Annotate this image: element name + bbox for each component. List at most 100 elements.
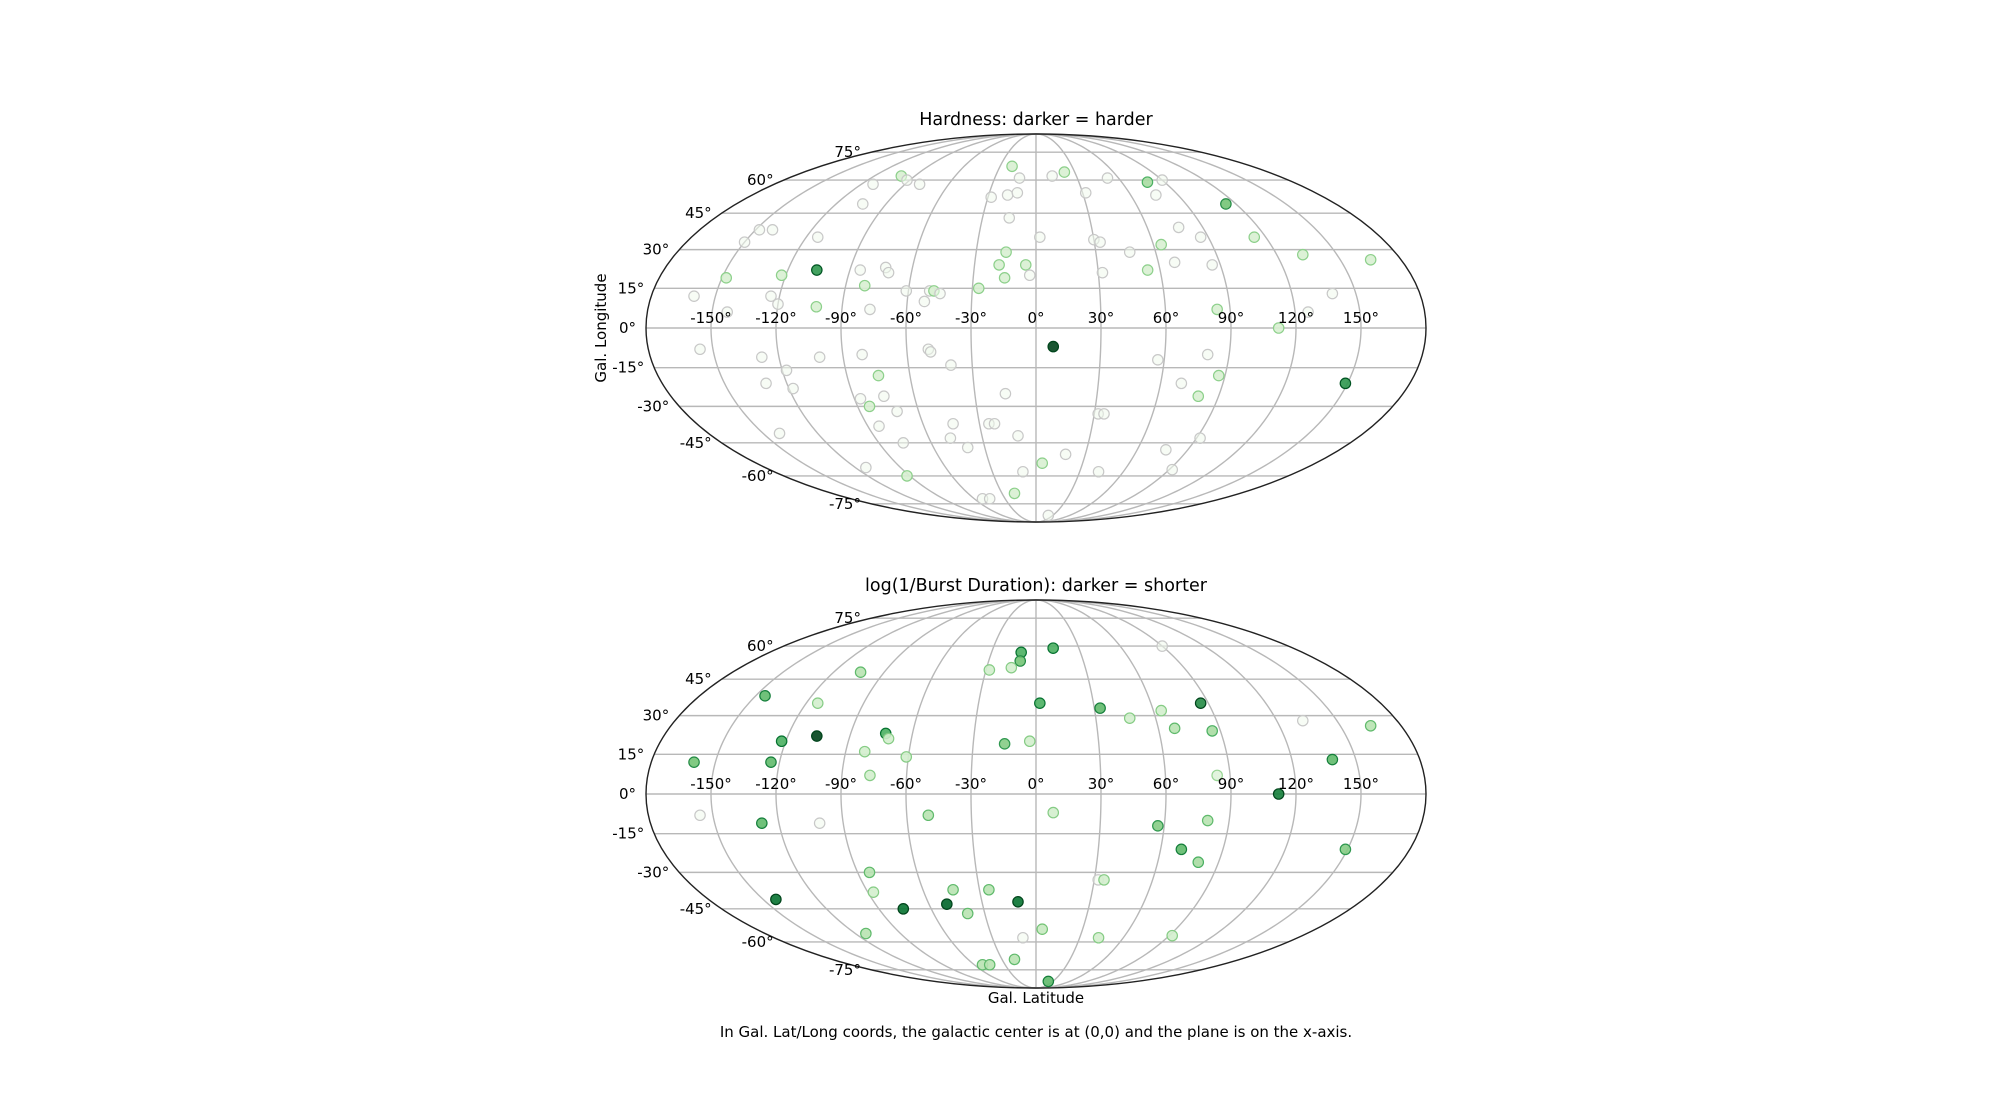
data-point [1339,843,1352,856]
x-tick-label: 30° [1088,309,1115,327]
hardness-chart-title: Hardness: darker = harder [919,110,1153,130]
meridian-line [710,599,1037,989]
data-point [1046,170,1058,182]
data-point [1211,769,1223,782]
data-point [1220,198,1232,210]
data-point [1013,172,1026,184]
data-point [941,898,953,910]
data-point [934,287,946,300]
y-tick-label: 75° [834,143,861,161]
y-tick-label: 0° [619,319,636,337]
duration-chart-title: log(1/Burst Duration): darker = shorter [865,576,1208,596]
data-point [897,903,910,915]
data-point [1166,929,1179,942]
data-point [983,883,995,896]
data-point [988,417,1001,430]
data-point [945,359,957,371]
data-point [1172,221,1185,234]
x-tick-label: -30° [955,309,987,327]
y-tick-label: -45° [680,900,712,918]
y-tick-labels: -75° -60° -45° -30° -15° 0° 15° 30° 45° 60° 75° [612,143,861,513]
data-point [1194,697,1207,709]
meridian-line [1035,599,1167,989]
data-point [810,300,823,313]
data-point [983,492,996,505]
data-point [897,437,910,449]
data-point [1094,236,1106,248]
data-point [1123,246,1136,258]
data-point [891,405,903,418]
data-point [1036,457,1049,469]
data-point [756,351,768,363]
data-point [1364,253,1377,266]
data-point [858,745,871,758]
data-point [775,735,788,748]
meridian-line [1035,133,1102,523]
data-point [1364,719,1377,732]
data-point [1168,256,1181,269]
data-point [1008,487,1021,500]
data-point [1023,735,1036,748]
data-point [813,351,826,363]
y-tick-label: -15° [612,825,644,843]
data-point [918,295,931,308]
data-point [1017,931,1029,944]
data-point [860,927,872,940]
data-point [720,272,733,284]
y-tick-label: 15° [618,279,645,297]
data-point [811,231,824,243]
data-point [1201,348,1214,361]
data-point [1206,259,1218,271]
data-point [999,387,1012,400]
data-point [922,809,935,822]
data-point [901,174,913,186]
data-point [1000,246,1012,258]
data-point [1008,953,1021,966]
data-point [1042,975,1055,988]
meridian-line [775,133,1037,523]
data-point [900,751,913,763]
data-point [1101,172,1114,184]
data-point [1152,820,1164,832]
data-point [900,285,913,297]
data-point [924,346,937,358]
x-tick-label: 60° [1153,309,1180,327]
data-point [867,178,879,191]
meridian-line [1035,599,1297,989]
data-point [1192,390,1205,403]
data-point [1160,443,1172,456]
data-point [1034,231,1046,243]
data-point [1206,725,1218,737]
y-tick-labels: -75° -60° -45° -30° -15° 0° 15° 30° 45° 60° 75° [612,609,861,979]
y-tick-label: 45° [685,670,712,688]
data-point [1272,788,1285,800]
data-point [1012,429,1024,442]
meridian-line [775,599,1037,989]
data-point [882,732,895,745]
data-point [1005,661,1018,674]
data-point [721,306,734,318]
data-point [961,441,974,454]
data-point [854,264,867,276]
x-tick-label: 30° [1088,775,1115,793]
x-tick-label: 150° [1343,309,1379,327]
data-point [1141,176,1154,188]
meridian-line [905,133,1037,523]
data-point [1036,923,1049,935]
meridian-line [1035,599,1362,989]
x-tick-label: 0° [1027,775,1044,793]
data-point [1166,463,1179,476]
data-point [998,738,1011,750]
x-tick-label: -90° [825,309,857,327]
hardness-panel: Hardness: darker = harder Gal. Longitude… [592,110,1427,523]
y-tick-label: 60° [747,171,774,189]
data-point [1326,753,1339,766]
data-point [1092,465,1105,478]
data-point [1194,231,1207,243]
data-point [947,883,959,896]
data-point [1098,874,1110,886]
x-tick-label: -120° [755,775,797,793]
x-tick-label: 90° [1218,309,1245,327]
x-tick-labels: -150° -120° -90° -60° -30° 0° 30° 60° 90° 120° 150… [690,309,1379,327]
data-point [775,269,788,282]
